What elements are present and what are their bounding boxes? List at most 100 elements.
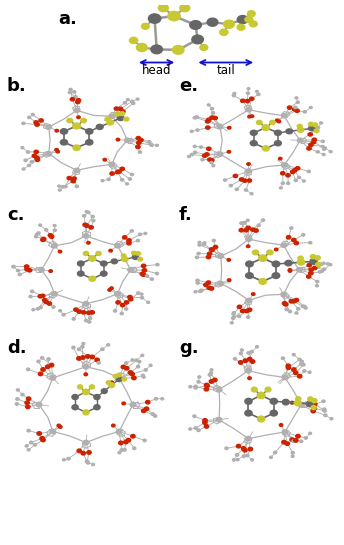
Circle shape	[304, 437, 307, 439]
Circle shape	[309, 122, 313, 126]
Circle shape	[30, 161, 33, 163]
Circle shape	[291, 451, 294, 454]
Circle shape	[303, 370, 306, 372]
Circle shape	[212, 165, 215, 167]
Circle shape	[87, 451, 91, 454]
Circle shape	[227, 279, 231, 281]
Circle shape	[26, 397, 31, 401]
Circle shape	[297, 124, 302, 128]
Circle shape	[311, 405, 316, 410]
Circle shape	[210, 116, 214, 119]
Circle shape	[25, 268, 29, 271]
Circle shape	[281, 243, 287, 247]
Circle shape	[294, 241, 299, 245]
Circle shape	[70, 98, 75, 101]
Circle shape	[208, 158, 212, 161]
Circle shape	[130, 173, 133, 175]
Circle shape	[313, 123, 318, 126]
Circle shape	[270, 456, 272, 458]
Circle shape	[122, 235, 127, 239]
Circle shape	[150, 144, 153, 147]
Circle shape	[46, 152, 52, 156]
Circle shape	[46, 125, 52, 129]
Circle shape	[83, 234, 89, 238]
Circle shape	[136, 98, 139, 100]
Circle shape	[240, 349, 243, 351]
Circle shape	[132, 255, 139, 259]
Circle shape	[311, 409, 315, 413]
Circle shape	[267, 250, 273, 255]
Circle shape	[123, 101, 127, 104]
Circle shape	[92, 220, 95, 222]
Circle shape	[270, 398, 277, 404]
Circle shape	[82, 311, 86, 314]
Circle shape	[101, 180, 104, 181]
Circle shape	[201, 159, 204, 161]
Circle shape	[275, 130, 281, 135]
Circle shape	[37, 360, 40, 362]
Circle shape	[250, 130, 257, 135]
Circle shape	[292, 368, 296, 371]
Circle shape	[150, 278, 153, 280]
Text: head: head	[142, 64, 171, 77]
Circle shape	[213, 378, 217, 381]
Circle shape	[298, 402, 304, 407]
Circle shape	[125, 362, 128, 364]
Circle shape	[323, 147, 326, 149]
Circle shape	[77, 356, 81, 360]
Circle shape	[89, 317, 92, 319]
Circle shape	[142, 269, 147, 272]
Circle shape	[34, 121, 38, 124]
Circle shape	[127, 99, 129, 101]
Circle shape	[48, 234, 53, 237]
Circle shape	[282, 301, 287, 305]
Circle shape	[240, 309, 245, 313]
Circle shape	[200, 289, 203, 292]
Circle shape	[122, 377, 126, 381]
Circle shape	[193, 146, 196, 148]
Circle shape	[130, 372, 135, 376]
Circle shape	[207, 118, 211, 122]
Circle shape	[190, 21, 201, 29]
Circle shape	[154, 397, 158, 400]
Circle shape	[312, 398, 317, 403]
Circle shape	[304, 307, 307, 309]
Circle shape	[295, 312, 298, 314]
Circle shape	[204, 383, 209, 387]
Circle shape	[197, 380, 200, 383]
Circle shape	[294, 298, 299, 302]
Circle shape	[136, 239, 140, 242]
Circle shape	[237, 305, 242, 308]
Circle shape	[312, 407, 316, 410]
Circle shape	[240, 222, 243, 225]
Circle shape	[38, 295, 42, 298]
Circle shape	[155, 272, 159, 275]
Circle shape	[246, 226, 250, 229]
Circle shape	[120, 167, 125, 171]
Circle shape	[192, 35, 203, 44]
Circle shape	[242, 455, 245, 457]
Circle shape	[28, 116, 31, 119]
Circle shape	[81, 346, 84, 348]
Circle shape	[94, 395, 100, 399]
Circle shape	[298, 259, 304, 265]
Circle shape	[232, 317, 235, 319]
Circle shape	[83, 251, 89, 256]
Circle shape	[254, 229, 258, 232]
Circle shape	[209, 380, 214, 383]
Circle shape	[207, 104, 210, 106]
Circle shape	[247, 308, 252, 312]
Circle shape	[281, 292, 287, 296]
Circle shape	[315, 256, 320, 260]
Circle shape	[217, 152, 223, 156]
Circle shape	[141, 409, 146, 413]
Circle shape	[203, 242, 206, 244]
Circle shape	[292, 238, 296, 241]
Circle shape	[83, 410, 89, 415]
Circle shape	[120, 449, 123, 451]
Circle shape	[114, 107, 119, 110]
Circle shape	[295, 397, 301, 401]
Circle shape	[72, 346, 75, 349]
Circle shape	[109, 250, 112, 252]
Circle shape	[50, 235, 54, 238]
